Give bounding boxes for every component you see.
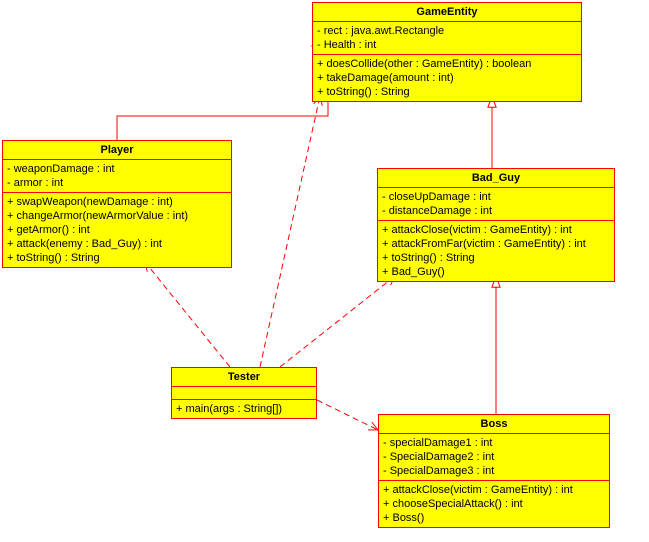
op: + chooseSpecialAttack() : int — [383, 497, 605, 511]
attr: - Health : int — [317, 38, 577, 52]
op: + attackClose(victim : GameEntity) : int — [383, 483, 605, 497]
attributes: - rect : java.awt.Rectangle - Health : i… — [313, 21, 581, 54]
op: + Bad_Guy() — [382, 265, 610, 279]
attributes: - specialDamage1 : int - SpecialDamage2 … — [379, 433, 609, 480]
attr: - SpecialDamage2 : int — [383, 450, 605, 464]
class-title: Player — [3, 141, 231, 159]
class-title: GameEntity — [313, 3, 581, 21]
op: + toString() : String — [382, 251, 610, 265]
operations: + doesCollide(other : GameEntity) : bool… — [313, 54, 581, 101]
operations: + attackClose(victim : GameEntity) : int… — [379, 480, 609, 527]
class-bad-guy: Bad_Guy - closeUpDamage : int - distance… — [377, 168, 615, 282]
attr: - distanceDamage : int — [382, 204, 610, 218]
class-player: Player - weaponDamage : int - armor : in… — [2, 140, 232, 268]
operations: + swapWeapon(newDamage : int) + changeAr… — [3, 192, 231, 267]
class-title: Tester — [172, 368, 316, 386]
attr: - rect : java.awt.Rectangle — [317, 24, 577, 38]
attributes: - weaponDamage : int - armor : int — [3, 159, 231, 192]
op: + getArmor() : int — [7, 223, 227, 237]
attr: - specialDamage1 : int — [383, 436, 605, 450]
op: + main(args : String[]) — [176, 402, 312, 416]
op: + attack(enemy : Bad_Guy) : int — [7, 237, 227, 251]
attributes — [172, 386, 316, 399]
class-title: Bad_Guy — [378, 169, 614, 187]
op: + toString() : String — [317, 85, 577, 99]
attr: - armor : int — [7, 176, 227, 190]
attr: - SpecialDamage3 : int — [383, 464, 605, 478]
op: + toString() : String — [7, 251, 227, 265]
operations: + attackClose(victim : GameEntity) : int… — [378, 220, 614, 281]
op: + doesCollide(other : GameEntity) : bool… — [317, 57, 577, 71]
attr: - closeUpDamage : int — [382, 190, 610, 204]
op: + takeDamage(amount : int) — [317, 71, 577, 85]
class-title: Boss — [379, 415, 609, 433]
attributes: - closeUpDamage : int - distanceDamage :… — [378, 187, 614, 220]
class-tester: Tester + main(args : String[]) — [171, 367, 317, 419]
attr: - weaponDamage : int — [7, 162, 227, 176]
uml-diagram: GameEntity - rect : java.awt.Rectangle -… — [0, 0, 649, 542]
op: + attackClose(victim : GameEntity) : int — [382, 223, 610, 237]
op: + swapWeapon(newDamage : int) — [7, 195, 227, 209]
op: + Boss() — [383, 511, 605, 525]
class-boss: Boss - specialDamage1 : int - SpecialDam… — [378, 414, 610, 528]
op: + changeArmor(newArmorValue : int) — [7, 209, 227, 223]
class-game-entity: GameEntity - rect : java.awt.Rectangle -… — [312, 2, 582, 102]
op: + attackFromFar(victim : GameEntity) : i… — [382, 237, 610, 251]
operations: + main(args : String[]) — [172, 399, 316, 418]
